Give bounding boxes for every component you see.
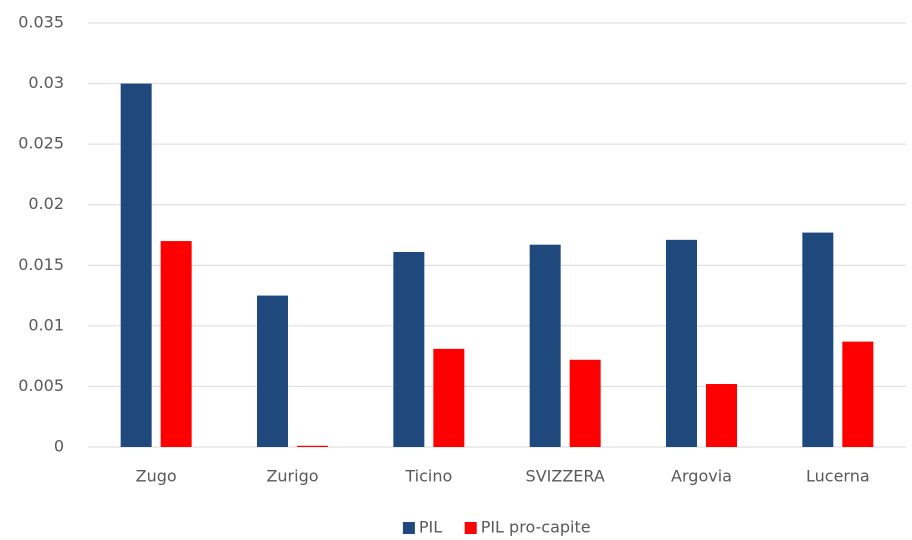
y-tick-label: 0 <box>54 437 64 456</box>
legend-label: PIL pro-capite <box>481 518 591 537</box>
y-tick-label: 0.015 <box>18 255 64 274</box>
bar <box>160 241 192 447</box>
bar <box>393 251 425 447</box>
x-tick-label: SVIZZERA <box>526 467 605 486</box>
x-tick-label: Ticino <box>404 467 452 486</box>
bar <box>433 348 465 447</box>
bar <box>666 239 697 447</box>
legend-label: PIL <box>419 518 442 537</box>
y-tick-label: 0.025 <box>18 134 64 153</box>
legend-swatch <box>402 522 415 534</box>
y-tick-label: 0.035 <box>18 13 64 32</box>
y-tick-label: 0.005 <box>18 376 64 395</box>
bar <box>297 445 328 447</box>
legend-swatch <box>464 522 477 534</box>
bar <box>802 232 834 447</box>
x-tick-label: Zurigo <box>266 467 318 486</box>
bar <box>569 359 601 447</box>
x-tick-label: Lucerna <box>806 467 870 486</box>
bar <box>842 341 874 447</box>
y-tick-label: 0.03 <box>28 73 64 92</box>
bar <box>706 384 737 447</box>
bar <box>529 244 561 447</box>
bar <box>257 295 288 447</box>
y-tick-label: 0.02 <box>28 194 64 213</box>
x-tick-label: Argovia <box>671 467 732 486</box>
x-tick-label: Zugo <box>136 467 177 486</box>
bar <box>120 83 152 448</box>
y-tick-label: 0.01 <box>28 315 64 334</box>
